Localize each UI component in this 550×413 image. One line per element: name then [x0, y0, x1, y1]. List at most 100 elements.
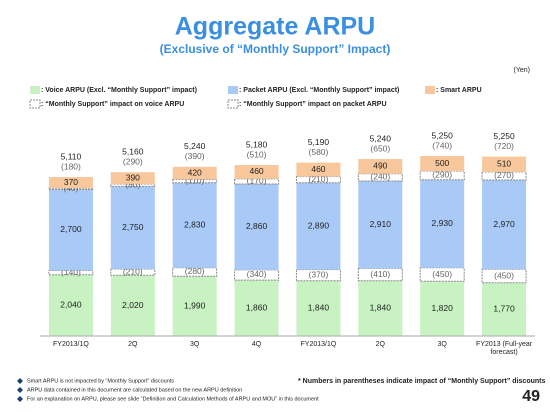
total-label: 5,180 [246, 139, 268, 149]
impact-box [295, 269, 341, 282]
total-impact-label: (650) [370, 143, 390, 153]
page-number: 49 [522, 388, 540, 405]
data-label: 2,830 [184, 220, 206, 230]
data-label: 460 [311, 164, 325, 174]
data-label: (340) [247, 269, 267, 279]
total-impact-label: (580) [309, 147, 329, 157]
data-label: 2,910 [370, 219, 392, 229]
data-label: (210) [123, 266, 143, 276]
legend-label: : “Monthly Support” impact on packet ARP… [239, 101, 387, 108]
data-label: 2,700 [60, 224, 82, 234]
total-label: 5,110 [61, 151, 82, 161]
data-label: 1,840 [370, 303, 392, 313]
x-tick-label: FY2013/1Q [53, 341, 89, 348]
footnote: Smart ARPU is not impacted by “Monthly S… [27, 378, 174, 384]
total-impact-label: (390) [185, 151, 205, 161]
impact-box [172, 178, 218, 184]
bar-segment [110, 186, 155, 269]
data-label: 2,890 [308, 220, 330, 230]
total-label: 5,240 [184, 141, 206, 151]
data-label: (110) [185, 175, 204, 185]
bar-segment [482, 156, 527, 172]
bar-segment [48, 189, 93, 271]
total-impact-label: (290) [123, 156, 143, 166]
data-label: 510 [497, 159, 511, 169]
data-label: 420 [188, 167, 202, 177]
data-label: 2,750 [122, 222, 144, 232]
legend-swatch [227, 99, 239, 109]
data-label: 2,020 [122, 300, 144, 310]
note: * Numbers in parentheses indicate impact… [298, 378, 545, 385]
legend-swatch [30, 86, 40, 94]
data-label: (410) [370, 269, 390, 279]
bar-segment [234, 280, 279, 336]
data-label: (270) [494, 170, 514, 180]
legend-swatch [425, 86, 435, 94]
legend-swatch [29, 99, 41, 109]
bar-segment [172, 182, 217, 268]
bullets [17, 378, 23, 402]
data-label: 460 [249, 166, 263, 176]
bar-segment [358, 159, 403, 174]
total-impact-label: (180) [61, 161, 81, 171]
data-label: 2,040 [60, 300, 82, 310]
data-label: (210) [309, 174, 329, 184]
x-tick-label: 3Q [437, 341, 447, 348]
data-label: 1,840 [308, 303, 330, 313]
bar-segment [482, 282, 527, 336]
total-label: 5,250 [493, 131, 515, 141]
total-label: 5,160 [122, 146, 144, 156]
x-tick-label: FY2013/1Q [300, 341, 337, 348]
legend-label: : Smart ARPU [436, 87, 482, 94]
bar-segment [296, 162, 341, 177]
bar-segment [48, 177, 93, 189]
bar-segment [172, 276, 217, 336]
bar-segment [358, 180, 403, 269]
total-label: 5,190 [308, 137, 330, 147]
data-label: 1,770 [493, 304, 515, 314]
bar-segment [172, 166, 217, 180]
legend-swatch [228, 86, 238, 94]
footnote: For an explanation on ARPU, please see s… [27, 396, 319, 402]
bar-segment [296, 280, 341, 336]
bar-segment [482, 180, 527, 270]
data-label: (450) [494, 270, 514, 280]
data-label: 1,990 [184, 300, 206, 310]
data-label: 370 [64, 177, 78, 187]
bar-segment [110, 172, 155, 184]
data-label: (370) [309, 269, 329, 279]
bar-segment [420, 281, 465, 336]
bar-segment [420, 156, 465, 172]
data-label: (140) [61, 267, 81, 277]
x-tick-label: 2Q [128, 341, 138, 348]
data-label: (280) [185, 266, 205, 276]
data-label: 2,860 [246, 221, 268, 231]
legend-label: : Voice ARPU (Excl. “Monthly Support” im… [41, 87, 197, 94]
data-label: 1,860 [246, 302, 268, 312]
data-label: 500 [435, 158, 449, 168]
bar-segment [358, 280, 403, 336]
data-label: (290) [432, 170, 452, 180]
bar-segment [110, 275, 155, 336]
x-tick-label: FY2013 (Full-year forecast) [476, 341, 533, 356]
data-label: 1,820 [432, 303, 454, 313]
total-label: 5,240 [370, 133, 392, 143]
x-tick-label: 3Q [190, 341, 200, 348]
bar-segment [234, 183, 279, 270]
footnote: ARPU data contained in this document are… [27, 387, 242, 393]
chart-subtitle: (Exclusive of “Monthly Support” Impact) [160, 42, 391, 56]
legend-label: : “Monthly Support” impact on voice ARPU [41, 101, 184, 108]
data-label: (170) [247, 176, 267, 186]
total-impact-label: (740) [432, 140, 452, 150]
data-label: 2,970 [493, 219, 515, 229]
bar-segment [234, 165, 279, 179]
data-label: 2,930 [432, 218, 454, 228]
data-label: 390 [126, 172, 140, 182]
x-tick-label: 4Q [251, 341, 262, 348]
data-label: (80) [125, 179, 140, 189]
legend-label: : Packet ARPU (Excl. “Monthly Support” i… [239, 87, 399, 94]
bar-segment [420, 179, 465, 268]
data-label: (450) [432, 269, 452, 279]
